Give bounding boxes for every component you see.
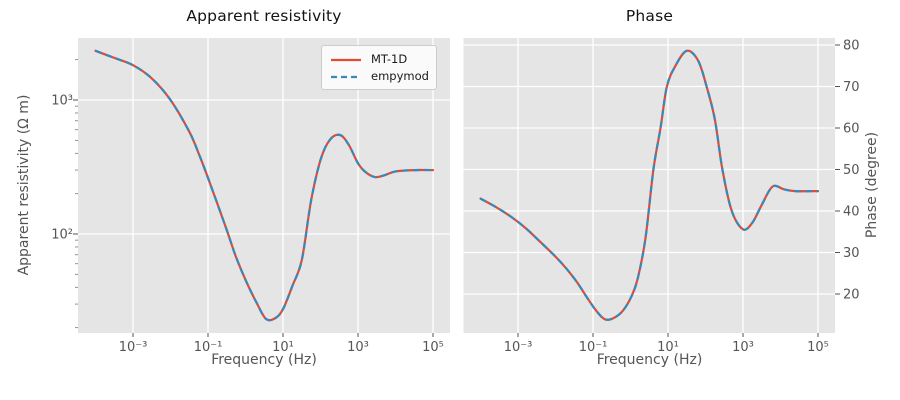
y-tick-label: 10² <box>51 228 73 243</box>
x-tick-label: 10⁻¹ <box>194 340 223 355</box>
x-tick-label: 10¹ <box>272 340 294 355</box>
left-plot-series-empymod <box>95 49 434 322</box>
x-tick-label: 10⁵ <box>807 340 829 355</box>
y-tick-label: 50 <box>843 163 860 178</box>
empymod-line-sample <box>331 75 361 78</box>
right-y-axis-label: Phase (degree) <box>864 131 880 239</box>
left-plot-title: Apparent resistivity <box>186 7 342 25</box>
right-plot-area <box>463 38 835 333</box>
legend-entry-empymod: empymod <box>331 68 436 85</box>
legend: MT-1D empymod <box>321 45 437 90</box>
x-tick-label: 10⁻¹ <box>579 340 608 355</box>
y-tick-label: 60 <box>843 122 860 137</box>
left-y-axis-label: Apparent resistivity (Ω m) <box>16 94 32 276</box>
y-tick-label: 30 <box>843 246 860 261</box>
y-tick-label: 20 <box>843 288 860 303</box>
legend-entry-mt1d: MT-1D <box>331 51 436 68</box>
x-tick-label: 10³ <box>347 340 369 355</box>
left-x-axis-label: Frequency (Hz) <box>211 352 317 368</box>
legend-label-empymod: empymod <box>371 69 429 83</box>
y-tick-label: 70 <box>843 80 860 95</box>
x-tick-label: 10⁻³ <box>119 340 148 355</box>
legend-label-mt1d: MT-1D <box>371 52 408 66</box>
mt1d-line-sample <box>331 58 361 61</box>
y-tick-label: 40 <box>843 205 860 220</box>
x-tick-label: 10⁵ <box>422 340 444 355</box>
y-tick-label: 80 <box>843 39 860 54</box>
right-plot-series-empymod <box>479 49 819 321</box>
x-tick-label: 10¹ <box>657 340 679 355</box>
y-tick-label: 10³ <box>51 94 73 109</box>
x-tick-label: 10³ <box>732 340 754 355</box>
x-tick-label: 10⁻³ <box>504 340 533 355</box>
right-x-axis-label: Frequency (Hz) <box>596 352 703 368</box>
right-plot-title: Phase <box>625 7 674 25</box>
